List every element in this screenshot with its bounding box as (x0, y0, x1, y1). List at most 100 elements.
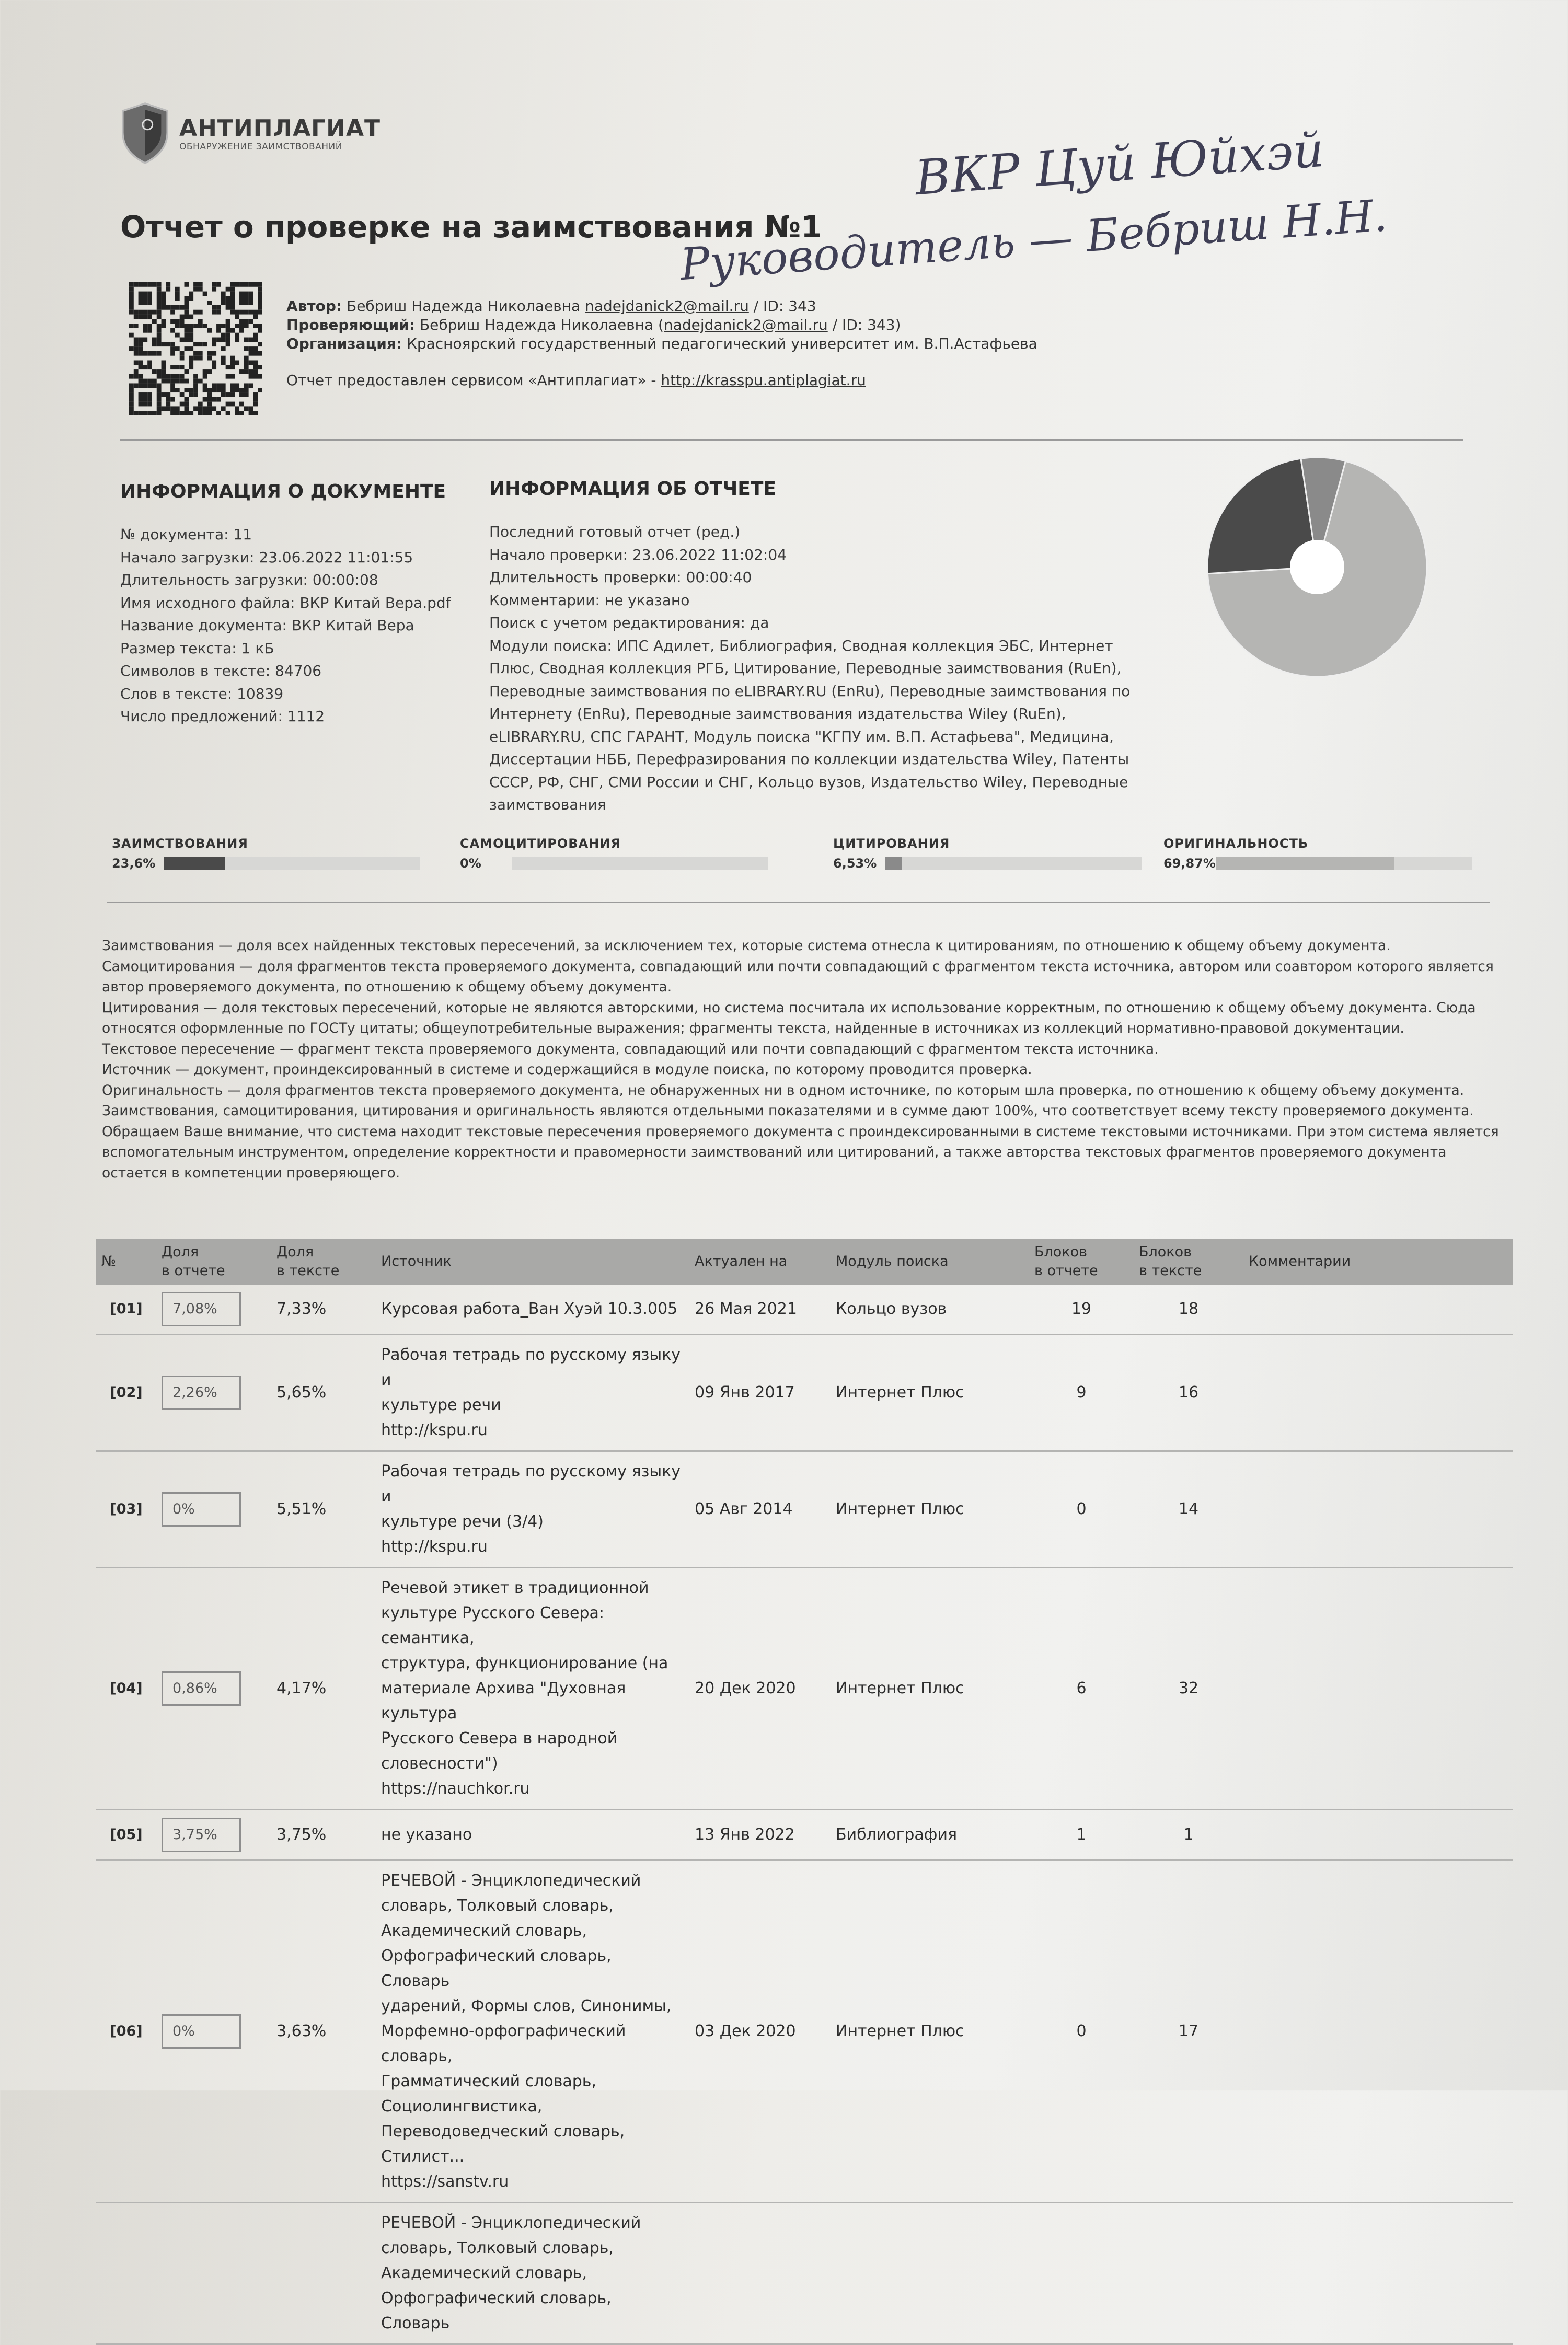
definition-paragraph: Цитирования — доля текстовых пересечений… (102, 999, 1476, 1037)
author-email-link[interactable]: nadejdanick2@mail.ru (585, 297, 749, 315)
search-module: Интернет Плюс (836, 1383, 964, 1402)
row-number: [04] (110, 1680, 143, 1696)
comment-cell (1243, 1860, 1513, 2203)
search-module: Библиография (836, 1826, 957, 1844)
definition-paragraph: Оригинальность — доля фрагментов текста … (102, 1082, 1465, 1099)
row-number: [01] (110, 1301, 143, 1317)
author-name: Бебриш Надежда Николаевна (347, 297, 581, 315)
document-info-item: Размер текста: 1 кБ (120, 639, 274, 657)
share-in-report-field[interactable]: 0,86% (162, 1671, 241, 1706)
row-number-cell: [05] (96, 1809, 156, 1861)
checker-email-link[interactable]: nadejdanick2@mail.ru (663, 316, 828, 333)
stat-label: ЦИТИРОВАНИЯ (833, 836, 950, 851)
antiplagiat-logo: АНТИПЛАГИАТ ОБНАРУЖЕНИЕ ЗАИМСТВОВАНИЙ (120, 102, 381, 165)
document-info-item: Слов в тексте: 10839 (120, 685, 284, 702)
report-info-item: Поиск с учетом редактирования: да (489, 614, 769, 631)
row-number: [05] (110, 1827, 143, 1843)
column-header: Модуль поиска (831, 1239, 1029, 1285)
share-in-text: 4,17% (276, 1679, 327, 1697)
search-module-cell: Интернет Плюс (831, 1334, 1029, 1452)
stat-row: 23,6% (112, 856, 420, 871)
stat-value: 6,53% (833, 856, 877, 871)
source-cell: Речевой этикет в традиционной культуре Р… (376, 1567, 689, 1810)
share-in-report-field[interactable]: 0% (162, 2014, 241, 2049)
divider (107, 902, 1490, 903)
blocks-in-report-cell: 6 (1029, 1567, 1134, 1810)
row-number-cell: [04] (96, 1567, 156, 1810)
document-info-item: Название документа: ВКР Китай Вера (120, 617, 414, 634)
actual-date: 20 Дек 2020 (695, 1679, 796, 1697)
row-number-cell: [02] (96, 1334, 156, 1452)
table-row: [01] 7,08% 7,33% Курсовая работа_Ван Хуэй 1… (96, 1285, 1513, 1335)
share-in-text: 3,75% (276, 1826, 327, 1844)
document-info-list: № документа: 11 Начало загрузки: 23.06.20… (120, 523, 460, 728)
share-in-report-cell: 0,86% (156, 1567, 271, 1810)
share-in-text-cell: 5,51% (271, 1451, 376, 1568)
search-module-cell: Кольцо вузов (831, 1285, 1029, 1335)
source: Речевой этикет в традиционной культуре Р… (381, 1579, 668, 1798)
stat-progress-bar (1216, 857, 1472, 870)
stat-0: ЗАИМСТВОВАНИЯ 23,6% (112, 836, 420, 871)
row-number-cell: [03] (96, 1451, 156, 1568)
share-in-text: 3,63% (276, 2022, 327, 2040)
logo-subtitle: ОБНАРУЖЕНИЕ ЗАИМСТВОВАНИЙ (179, 141, 342, 152)
document-info: ИНФОРМАЦИЯ О ДОКУМЕНТЕ № документа: 11 На… (120, 481, 460, 728)
share-in-report-field[interactable]: 7,08% (162, 1292, 241, 1326)
table-row: [03] 0% 5,51% Рабочая тетрадь по русскому я… (96, 1451, 1513, 1568)
definition-paragraph: Заимствования, самоцитирования, цитирова… (102, 1103, 1474, 1119)
stat-row: 6,53% (833, 856, 1142, 871)
stat-row: 0% (460, 856, 768, 871)
column-header: Доля в тексте (271, 1239, 376, 1285)
definition-paragraph: Текстовое пересечение — фрагмент текста … (102, 1041, 1159, 1057)
blocks-in-text: 14 (1178, 1500, 1199, 1518)
checker-name: Бебриш Надежда Николаевна ( (419, 316, 664, 333)
table-row: [02] 2,26% 5,65% Рабочая тетрадь по русском… (96, 1334, 1513, 1452)
blocks-in-report-cell: 1 (1029, 1809, 1134, 1861)
search-module: Интернет Плюс (836, 1500, 964, 1518)
share-in-report-cell (156, 2202, 271, 2345)
source: Рабочая тетрадь по русскому языку и куль… (381, 1462, 681, 1556)
pie-slice-цитирования (1300, 456, 1347, 568)
column-header: Доля в отчете (156, 1239, 271, 1285)
blocks-in-text: 16 (1178, 1383, 1199, 1402)
pie-hole (1290, 540, 1344, 594)
divider (120, 439, 1463, 441)
share-in-report-cell: 3,75% (156, 1809, 271, 1861)
results-summary: ЗАИМСТВОВАНИЯ 23,6% САМОЦИТИРОВАНИЯ 0% ЦИТИР… (112, 836, 1492, 883)
blocks-in-text: 18 (1178, 1300, 1199, 1318)
blocks-in-report: 19 (1071, 1300, 1092, 1318)
document-info-heading: ИНФОРМАЦИЯ О ДОКУМЕНТЕ (120, 481, 446, 502)
organization-line: Организация: Красноярский государственны… (286, 334, 1037, 353)
stat-progress-fill (885, 857, 902, 870)
report-info: ИНФОРМАЦИЯ ОБ ОТЧЕТЕ Последний готовый о… (489, 478, 1153, 816)
definition-paragraph: Обращаем Ваше внимание, что система нахо… (102, 1123, 1499, 1181)
shield-logo-icon (121, 102, 169, 164)
blocks-in-report-cell (1029, 2202, 1134, 2345)
blocks-in-text-cell (1134, 2202, 1243, 2345)
org-label: Организация: (286, 335, 402, 352)
share-in-report-field[interactable]: 3,75% (162, 1818, 241, 1852)
blocks-in-text-cell: 18 (1134, 1285, 1243, 1335)
table-row: [04] 0,86% 4,17% Речевой этикет в традицион… (96, 1567, 1513, 1810)
definition-paragraph: Самоцитирования — доля фрагментов текста… (102, 958, 1494, 996)
blocks-in-report: 0 (1076, 2022, 1087, 2040)
stat-3: ОРИГИНАЛЬНОСТЬ 69,87% (1163, 836, 1472, 871)
comment-cell (1243, 1809, 1513, 1861)
share-in-text: 5,65% (276, 1383, 327, 1402)
column-header: Блоков в отчете (1029, 1239, 1134, 1285)
search-module-cell: Библиография (831, 1809, 1029, 1861)
stat-progress-bar (512, 857, 768, 870)
share-in-report-field[interactable]: 0% (162, 1492, 241, 1527)
sources-table: № Доля в отчете Доля в тексте Источник Актуа… (96, 1239, 1513, 2345)
actual-date: 05 Авг 2014 (695, 1500, 793, 1518)
blocks-in-text: 32 (1178, 1679, 1199, 1697)
stat-1: САМОЦИТИРОВАНИЯ 0% (460, 836, 768, 871)
share-in-report-field[interactable]: 2,26% (162, 1376, 241, 1410)
blocks-in-text-cell: 1 (1134, 1809, 1243, 1861)
row-number-cell: [01] (96, 1285, 156, 1335)
service-link[interactable]: http://krasspu.antiplagiat.ru (661, 372, 866, 389)
table-header: № Доля в отчете Доля в тексте Источник Актуа… (96, 1239, 1513, 1285)
stat-value: 0% (460, 856, 481, 871)
search-module: Интернет Плюс (836, 1679, 964, 1697)
table-row: [05] 3,75% 3,75% не указано 13 Янв 2022 Библи… (96, 1809, 1513, 1861)
